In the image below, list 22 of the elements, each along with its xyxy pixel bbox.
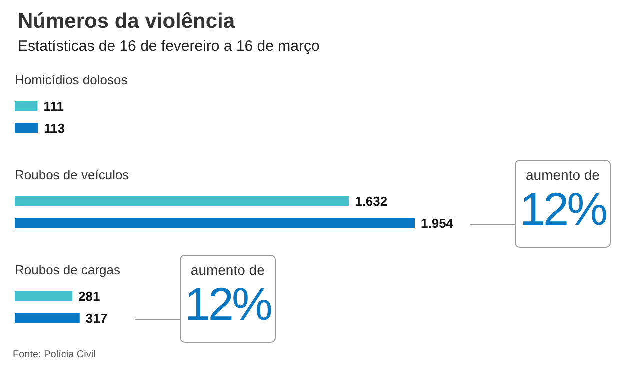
data-label: 113 bbox=[44, 121, 66, 136]
bar bbox=[15, 196, 350, 206]
y-tick-label: Homicídios dolosos bbox=[15, 72, 128, 88]
data-label: 281 bbox=[78, 289, 100, 304]
bar bbox=[15, 314, 80, 324]
annotation: Fonte: Polícia Civil bbox=[13, 350, 96, 360]
data-label: 1.954 bbox=[421, 216, 454, 231]
callout-box: aumento de 12% bbox=[515, 160, 611, 248]
bar bbox=[15, 124, 38, 134]
annotation: aumento de 12% bbox=[518, 166, 608, 234]
data-label: 1.632 bbox=[355, 194, 388, 209]
callout-box: aumento de 12% bbox=[180, 254, 276, 342]
data-label: 111 bbox=[44, 99, 64, 114]
bar bbox=[15, 218, 415, 228]
chart-subtitle: Estatísticas de 16 de fevereiro a 16 de março bbox=[18, 38, 320, 55]
y-tick-label: Roubos de cargas bbox=[15, 262, 122, 278]
annotation: aumento de 12% bbox=[184, 262, 272, 330]
bar bbox=[15, 292, 73, 302]
data-label: 317 bbox=[86, 311, 108, 326]
chart-title: Números da violência bbox=[18, 10, 236, 33]
y-tick-label: Roubos de veículos bbox=[15, 168, 130, 182]
bar bbox=[15, 102, 38, 112]
